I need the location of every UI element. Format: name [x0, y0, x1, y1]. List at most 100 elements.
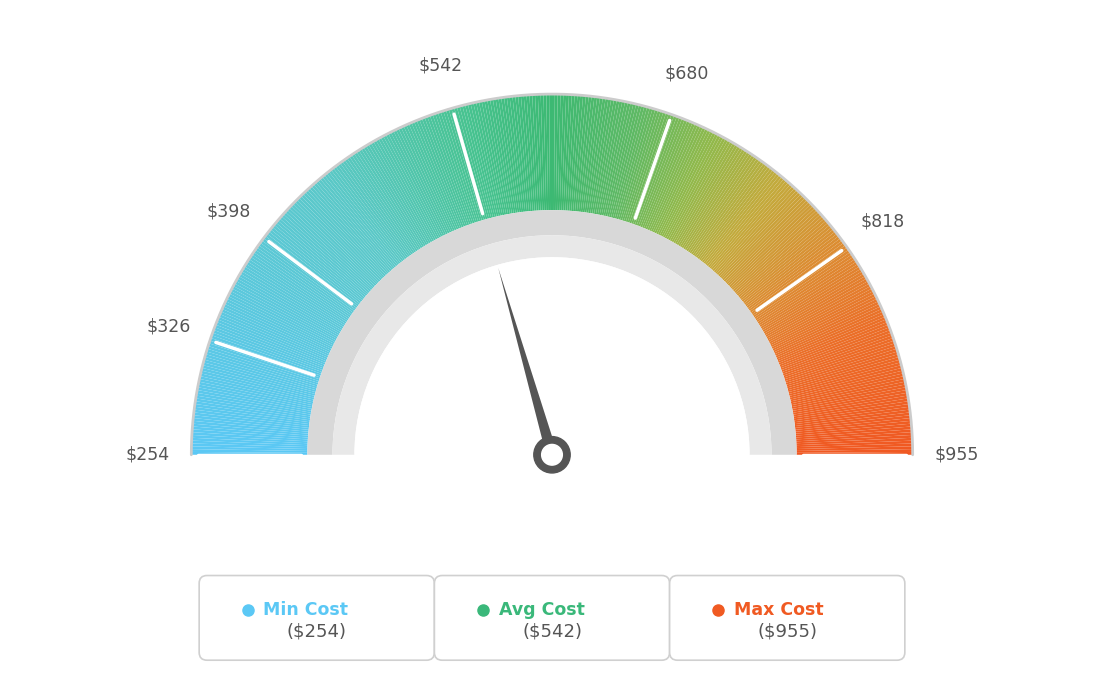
- Wedge shape: [414, 121, 460, 229]
- Wedge shape: [700, 168, 773, 262]
- Wedge shape: [646, 121, 692, 230]
- Wedge shape: [243, 266, 343, 328]
- Wedge shape: [784, 338, 894, 377]
- Wedge shape: [567, 95, 577, 210]
- Wedge shape: [655, 127, 705, 233]
- Wedge shape: [408, 123, 457, 230]
- Wedge shape: [231, 288, 335, 344]
- Wedge shape: [238, 274, 340, 333]
- Wedge shape: [797, 449, 913, 453]
- Wedge shape: [782, 333, 892, 374]
- Wedge shape: [195, 401, 310, 420]
- Wedge shape: [433, 114, 473, 224]
- Wedge shape: [795, 413, 911, 428]
- Wedge shape: [742, 227, 834, 302]
- Wedge shape: [201, 371, 315, 400]
- Wedge shape: [487, 99, 510, 214]
- Wedge shape: [723, 198, 807, 282]
- Wedge shape: [588, 98, 608, 213]
- Wedge shape: [240, 271, 341, 332]
- Wedge shape: [197, 393, 311, 415]
- Wedge shape: [399, 127, 449, 233]
- Wedge shape: [210, 338, 320, 377]
- Wedge shape: [278, 218, 368, 296]
- Wedge shape: [781, 327, 891, 370]
- Wedge shape: [211, 335, 321, 375]
- Wedge shape: [629, 112, 669, 224]
- Wedge shape: [703, 172, 777, 264]
- Wedge shape: [794, 395, 909, 417]
- Wedge shape: [773, 299, 879, 351]
- Wedge shape: [476, 101, 502, 215]
- Wedge shape: [309, 186, 389, 274]
- Wedge shape: [490, 99, 512, 214]
- Wedge shape: [354, 152, 420, 250]
- Wedge shape: [336, 165, 406, 259]
- Wedge shape: [790, 376, 904, 403]
- Wedge shape: [793, 387, 906, 411]
- Wedge shape: [555, 94, 561, 210]
- Wedge shape: [771, 293, 875, 347]
- Wedge shape: [225, 299, 331, 351]
- Wedge shape: [529, 95, 539, 210]
- Wedge shape: [224, 302, 330, 353]
- Wedge shape: [518, 95, 531, 211]
- Wedge shape: [644, 121, 690, 229]
- Wedge shape: [793, 393, 907, 415]
- Wedge shape: [234, 281, 338, 339]
- Wedge shape: [470, 103, 499, 217]
- Wedge shape: [626, 111, 664, 222]
- Wedge shape: [481, 101, 506, 215]
- Wedge shape: [570, 95, 581, 211]
- Wedge shape: [246, 262, 346, 325]
- Wedge shape: [712, 182, 790, 271]
- Wedge shape: [385, 133, 440, 237]
- Wedge shape: [563, 95, 572, 210]
- Wedge shape: [677, 144, 739, 245]
- Wedge shape: [201, 368, 315, 397]
- Wedge shape: [749, 241, 843, 311]
- Wedge shape: [573, 95, 586, 211]
- Wedge shape: [512, 96, 527, 212]
- Wedge shape: [699, 166, 771, 260]
- Wedge shape: [794, 398, 909, 418]
- Wedge shape: [737, 221, 828, 297]
- Wedge shape: [301, 194, 383, 279]
- Wedge shape: [752, 248, 849, 316]
- Wedge shape: [289, 206, 375, 287]
- Wedge shape: [510, 97, 526, 212]
- Wedge shape: [527, 95, 537, 210]
- Wedge shape: [607, 104, 636, 217]
- Wedge shape: [192, 432, 308, 442]
- Wedge shape: [581, 97, 597, 212]
- Wedge shape: [615, 106, 647, 219]
- Polygon shape: [50, 455, 1054, 690]
- Wedge shape: [448, 108, 484, 220]
- Circle shape: [534, 437, 570, 473]
- Wedge shape: [708, 177, 784, 268]
- Wedge shape: [740, 223, 830, 299]
- Wedge shape: [552, 94, 555, 210]
- Wedge shape: [209, 341, 320, 380]
- Wedge shape: [554, 94, 558, 210]
- Text: $326: $326: [146, 317, 191, 335]
- Wedge shape: [690, 157, 757, 253]
- Wedge shape: [212, 333, 322, 374]
- Wedge shape: [789, 368, 903, 397]
- Wedge shape: [435, 112, 475, 224]
- Wedge shape: [785, 346, 896, 383]
- Wedge shape: [391, 131, 445, 236]
- Wedge shape: [756, 257, 854, 322]
- Wedge shape: [416, 119, 461, 228]
- Wedge shape: [707, 175, 782, 266]
- Wedge shape: [702, 170, 775, 263]
- Wedge shape: [223, 304, 330, 354]
- Wedge shape: [633, 115, 675, 225]
- Wedge shape: [754, 252, 852, 319]
- Wedge shape: [649, 124, 698, 231]
- Wedge shape: [731, 208, 817, 288]
- Wedge shape: [778, 319, 888, 365]
- Wedge shape: [331, 168, 404, 262]
- Wedge shape: [217, 317, 326, 363]
- Wedge shape: [191, 446, 307, 451]
